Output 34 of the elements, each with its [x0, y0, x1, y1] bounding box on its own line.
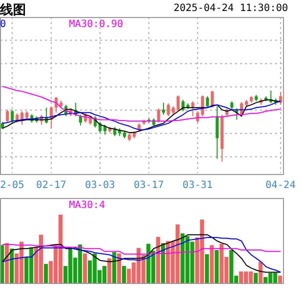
candlestick: [216, 106, 219, 160]
candlestick: [6, 109, 9, 124]
bar: [210, 245, 214, 284]
candlestick: [191, 100, 194, 117]
candlestick: [79, 114, 82, 126]
text: MA30:0.90: [69, 19, 124, 30]
candlestick: [206, 96, 209, 108]
candlestick: [166, 102, 170, 117]
x-tick-label: 2-05: [0, 180, 24, 192]
bar: [112, 252, 116, 284]
text: MA30:4: [69, 200, 106, 211]
bar: [82, 253, 87, 284]
x-tick-label: 03-03: [84, 180, 116, 192]
bar: [107, 258, 112, 284]
chart-title: 线图: [0, 2, 26, 19]
x-tick-label: 03-31: [182, 180, 213, 192]
bar: [161, 243, 166, 284]
bar: [122, 266, 126, 284]
bar: [10, 248, 14, 284]
candlestick: [10, 109, 14, 124]
x-tick-label: 03-17: [134, 180, 164, 192]
candlestick: [157, 108, 160, 124]
bar: [117, 253, 122, 284]
x-tick-label: 04-24: [266, 180, 296, 192]
bar: [278, 276, 282, 284]
text: 2025-04-24 11:30:00: [174, 3, 288, 14]
bar: [214, 250, 219, 284]
x-tick-label: 02-17: [36, 180, 66, 192]
text: 0: [0, 19, 6, 30]
bar: [204, 254, 209, 284]
candlestick: [210, 90, 214, 108]
bar: [44, 264, 48, 284]
bar: [156, 236, 160, 284]
bar: [254, 272, 258, 284]
